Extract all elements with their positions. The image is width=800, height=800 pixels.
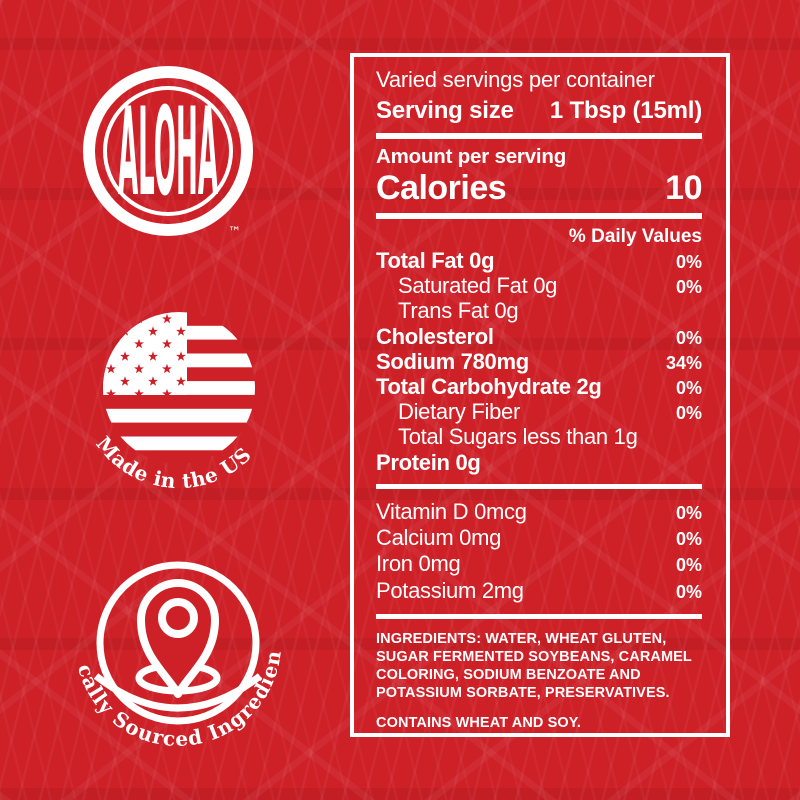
- brand-logo: ALOHA ™: [83, 66, 253, 240]
- divider-bar: [376, 133, 702, 139]
- usa-flag-badge: Made in the USA: [85, 303, 255, 491]
- nutrient-row-dietary-fiber: Dietary Fiber 0%: [398, 399, 702, 425]
- serving-size-label: Serving size: [376, 97, 514, 124]
- serving-size-value: 1 Tbsp (15ml): [549, 97, 702, 124]
- flag-stars: [103, 312, 187, 395]
- nutrient-row-cholesterol: Cholesterol 0%: [376, 323, 702, 349]
- badge-circle: [96, 561, 260, 725]
- amount-per-serving-label: Amount per serving: [376, 145, 567, 168]
- divider-bar: [376, 213, 702, 219]
- nutrient-row-total-fat: Total Fat 0g 0%: [376, 248, 702, 273]
- servings-per-container: Varied servings per container: [376, 67, 655, 92]
- vitamin-row-calcium: Calcium 0mg 0%: [376, 524, 702, 550]
- nutrient-row-carbohydrate: Total Carbohydrate 2g 0%: [376, 373, 702, 399]
- pin-hole: [158, 598, 198, 638]
- vitamin-row-potassium: Potassium 2mg 0%: [376, 577, 702, 603]
- locally-sourced-badge: Locally Sourced Ingredients: [68, 548, 285, 751]
- divider-bar: [376, 483, 702, 489]
- daily-values-header: % Daily Values: [568, 226, 702, 247]
- nutrition-facts-panel: Varied servings per container Serving si…: [350, 53, 730, 737]
- serving-size-row: Serving size 1 Tbsp (15ml): [376, 95, 702, 127]
- allergen-statement: CONTAINS WHEAT AND SOY.: [376, 714, 582, 731]
- calories-value: 10: [665, 169, 702, 207]
- nutrient-row-saturated-fat: Saturated Fat 0g 0%: [398, 273, 702, 299]
- calories-label: Calories: [376, 169, 507, 207]
- nutrient-row-sodium: Sodium 780mg 34%: [376, 348, 702, 374]
- divider-bar: [376, 613, 702, 619]
- logo-outer-ring: [83, 66, 253, 236]
- calories-row: Calories 10: [376, 169, 702, 207]
- nutrient-row-trans-fat: Trans Fat 0g: [398, 298, 519, 324]
- aloha-logo-text: ALOHA: [118, 82, 218, 223]
- trademark-symbol: ™: [228, 225, 241, 240]
- nutrient-row-protein: Protein 0g: [376, 449, 481, 475]
- ingredients-text: INGREDIENTS: WATER, WHEAT GLUTEN, SUGAR …: [376, 630, 692, 701]
- badge-swoosh: [93, 673, 263, 712]
- logo-inner-ring: [103, 86, 233, 216]
- vitamin-row-iron: Iron 0mg 0%: [376, 551, 702, 577]
- nutrient-row-total-sugars: Total Sugars less than 1g: [398, 424, 638, 450]
- vitamin-row-vitamin-d: Vitamin D 0mcg 0%: [376, 498, 702, 524]
